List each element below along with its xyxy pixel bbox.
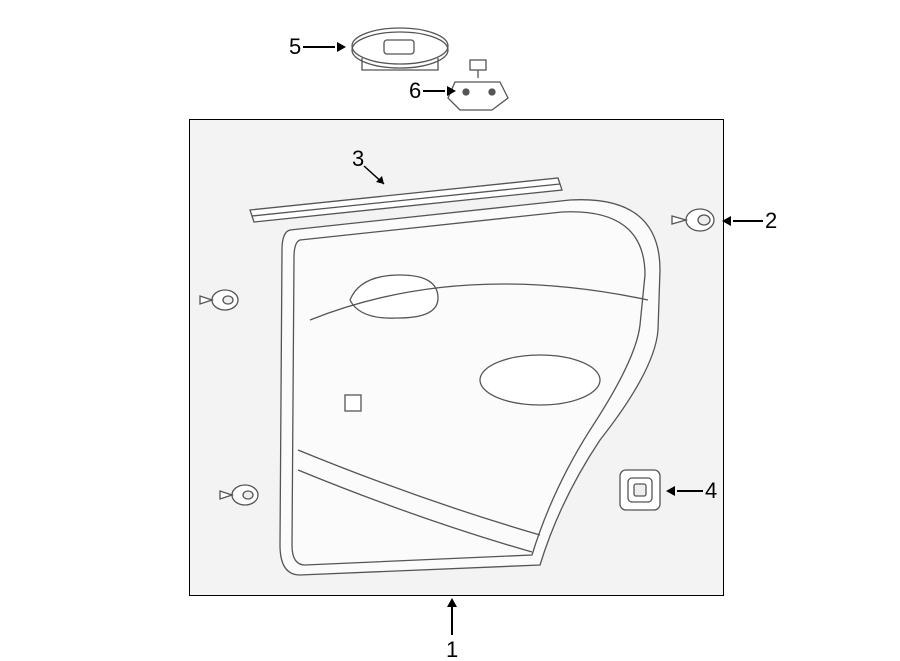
clip-bottomleft-icon: [220, 485, 258, 505]
callout-2: 2: [722, 208, 777, 234]
clip-right-icon: [672, 209, 714, 231]
clip-left-icon: [200, 290, 238, 310]
callout-label: 2: [765, 208, 777, 234]
callout-label: 1: [446, 637, 458, 661]
callout-label: 4: [705, 478, 717, 504]
callout-5: 5: [289, 34, 346, 60]
pull-cup-icon: [352, 28, 448, 70]
callout-3-arrow: [358, 158, 398, 198]
door-panel-icon: [280, 200, 660, 575]
diagram-canvas: 5 6 3 2 4 1: [0, 0, 900, 661]
callout-4: 4: [666, 478, 717, 504]
callout-6: 6: [409, 78, 456, 104]
callout-1: 1: [446, 598, 458, 661]
callout-label: 6: [409, 78, 421, 104]
bracket-icon: [448, 60, 508, 110]
callout-label: 5: [289, 34, 301, 60]
plug-icon: [620, 470, 660, 510]
